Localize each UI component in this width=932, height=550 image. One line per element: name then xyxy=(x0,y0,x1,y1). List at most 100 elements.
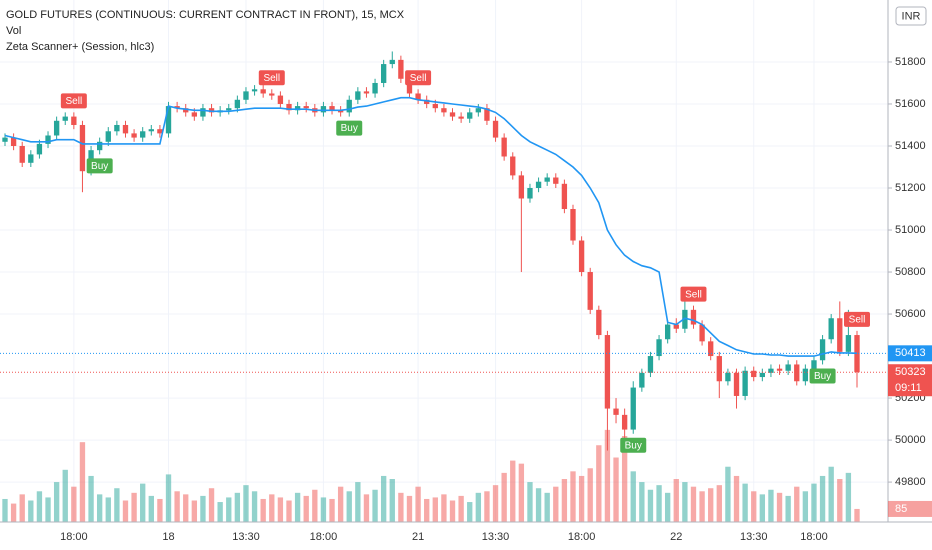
candle-body xyxy=(122,124,129,134)
volume-bar xyxy=(406,495,413,522)
candle-body xyxy=(105,131,111,142)
candle-body xyxy=(785,364,791,371)
volume-bar xyxy=(639,482,645,522)
volume-bar xyxy=(389,479,395,522)
volume-bar xyxy=(355,482,361,522)
volume-bar xyxy=(346,491,352,522)
candle-body xyxy=(251,89,258,92)
x-tick-label: 18:00 xyxy=(800,531,828,543)
volume-bar xyxy=(690,486,697,522)
candle-body xyxy=(337,110,344,113)
candle-body xyxy=(303,106,309,109)
volume-bar xyxy=(449,500,456,522)
candle-body xyxy=(768,368,774,373)
candle-body xyxy=(380,64,387,83)
candle-body xyxy=(148,129,154,132)
signal-label-box xyxy=(809,368,836,384)
volume-bar xyxy=(174,491,180,522)
candle-body xyxy=(690,309,697,325)
candle-body xyxy=(467,112,473,119)
y-tick-label: 49800 xyxy=(895,476,926,488)
candle-body xyxy=(432,103,438,109)
indicator-legend: Zeta Scanner+ (Session, hlc3) xyxy=(6,41,154,53)
y-tick-label: 51000 xyxy=(895,224,926,236)
volume-bar xyxy=(380,475,387,522)
grid xyxy=(0,0,888,522)
volume-bar xyxy=(828,466,834,522)
currency-box[interactable] xyxy=(895,6,927,26)
candle-body xyxy=(277,95,284,104)
candle-body xyxy=(406,78,413,94)
volume-bar xyxy=(441,494,447,522)
volume-bar xyxy=(699,491,705,522)
volume-bar xyxy=(243,485,249,522)
candle-body xyxy=(570,209,576,241)
candle-body xyxy=(673,324,679,329)
volume-bar xyxy=(122,500,129,522)
candle-body xyxy=(682,309,688,329)
y-tick-label: 51600 xyxy=(895,98,926,110)
volume-bar xyxy=(148,495,154,522)
volume-bar xyxy=(467,502,473,522)
candle-body xyxy=(2,137,8,142)
candle-body xyxy=(553,177,559,184)
candle-body xyxy=(329,106,335,111)
volume-bar xyxy=(200,495,206,522)
signal-label-box xyxy=(844,311,870,327)
volume-bar xyxy=(854,508,860,522)
signal-label: Buy xyxy=(625,440,642,451)
candle-layer xyxy=(2,51,860,451)
candle-body xyxy=(794,364,800,382)
volume-bar xyxy=(725,466,731,522)
vwap-price-tag xyxy=(888,345,932,362)
volume-bar xyxy=(329,498,335,522)
volume-bar xyxy=(673,479,679,522)
candle-body xyxy=(578,240,585,273)
candle-body xyxy=(596,309,602,336)
y-tick-label: 50800 xyxy=(895,266,926,278)
candle-body xyxy=(639,372,645,388)
y-tick-label: 50600 xyxy=(895,308,926,320)
volume-bar xyxy=(458,495,464,522)
signal-label-box xyxy=(405,70,432,86)
volume-bar xyxy=(53,482,60,522)
signal-label-box xyxy=(680,286,707,302)
volume-bar xyxy=(630,471,636,522)
x-tick-label: 21 xyxy=(412,531,424,543)
volume-bar xyxy=(424,498,430,522)
signal-label: Buy xyxy=(814,371,831,382)
volume-bar xyxy=(811,483,817,522)
volume-bar xyxy=(621,436,628,522)
volume-bar xyxy=(28,500,34,522)
candle-body xyxy=(527,188,533,199)
signal-label: Sell xyxy=(410,73,427,84)
candle-body xyxy=(587,272,593,310)
volume-bar xyxy=(742,483,748,522)
candle-body xyxy=(699,324,705,342)
volume-bar xyxy=(363,494,370,522)
volume-bar xyxy=(286,500,292,522)
volume-bar xyxy=(759,494,766,522)
volume-bar xyxy=(312,489,318,522)
volume-bar xyxy=(819,475,826,522)
signal-label-box xyxy=(620,437,647,453)
volume-bar xyxy=(535,488,542,522)
volume-bar xyxy=(398,492,404,522)
volume-bar xyxy=(226,497,232,522)
volume-bar xyxy=(544,492,550,522)
volume-bar xyxy=(157,498,163,522)
volume-bar xyxy=(716,485,722,522)
candle-body xyxy=(243,91,249,100)
volume-bar xyxy=(96,494,103,522)
candle-body xyxy=(811,360,817,369)
candle-body xyxy=(424,99,430,104)
volume-bar xyxy=(587,468,593,522)
candle-body xyxy=(79,124,86,172)
candle-body xyxy=(398,59,404,79)
currency[interactable]: INR xyxy=(902,10,921,22)
signal-label: Sell xyxy=(66,96,83,107)
candle-body xyxy=(415,93,421,100)
volume-bar xyxy=(131,492,137,522)
candle-body xyxy=(96,141,103,151)
